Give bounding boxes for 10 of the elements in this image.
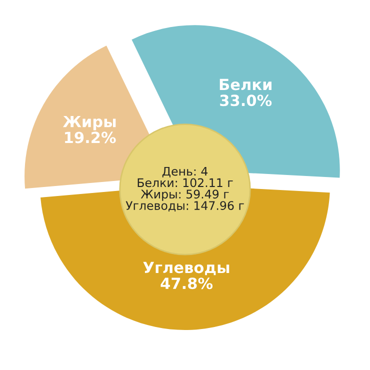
text: Белки: 102.11 г [138,178,233,188]
slice-label: Жиры [62,116,116,130]
data-label: 33.0% [220,94,272,106]
slice-label: Белки [220,78,272,90]
text: Жиры: 59.49 г [140,190,229,201]
slice-label: Углеводы [143,262,230,276]
data-label: 47.8% [160,278,213,290]
text: День: 4 [162,166,208,178]
text: Углеводы: 147.96 г [126,201,244,212]
data-label: 19.2% [65,132,116,144]
